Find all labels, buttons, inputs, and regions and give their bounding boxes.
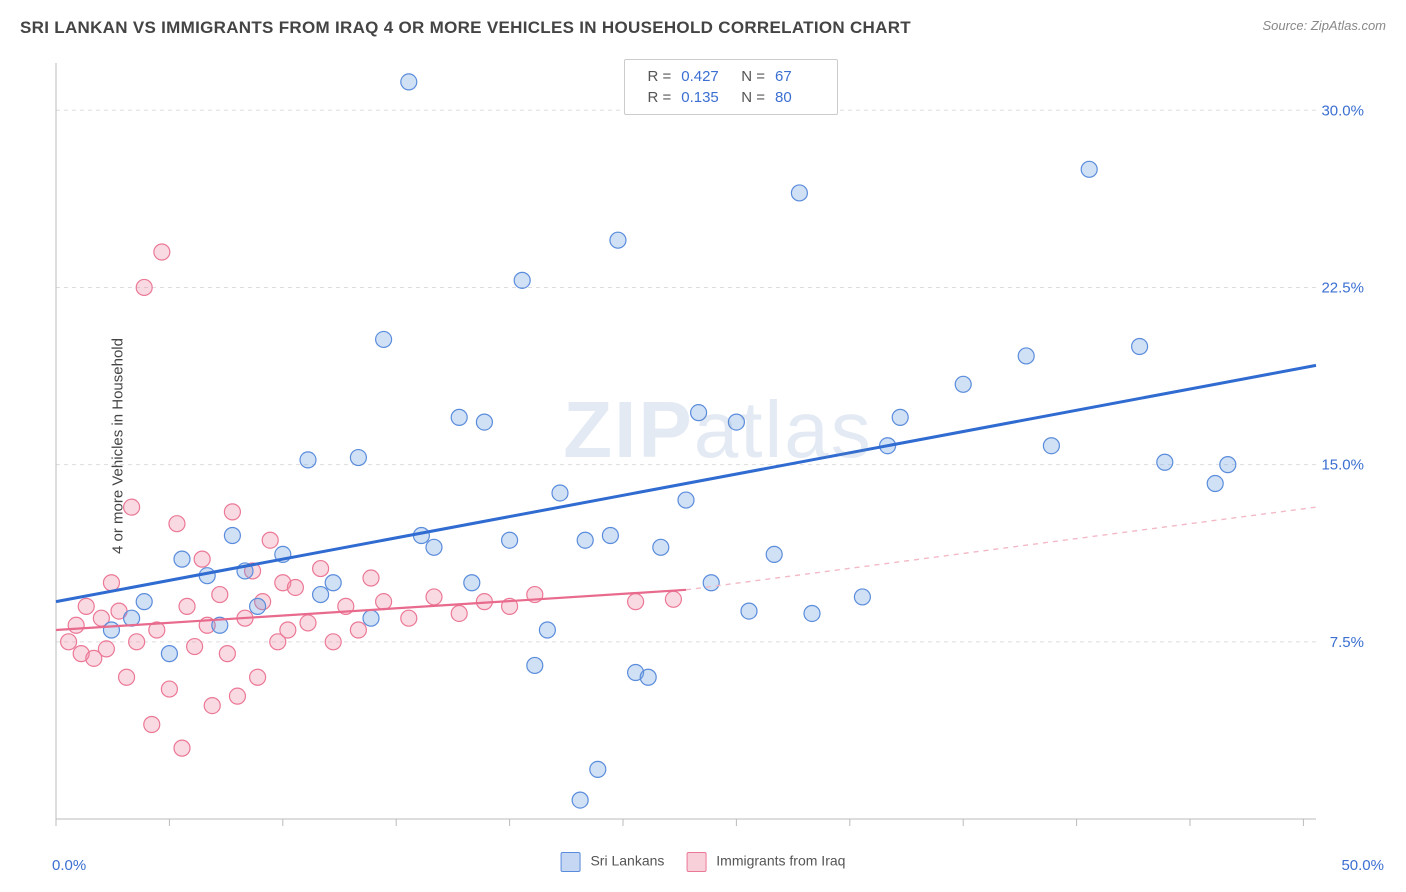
legend-row-blue: R = 0.427 N = 67 [637,66,825,87]
legend-row-pink: R = 0.135 N = 80 [637,87,825,108]
x-axis-min-label: 0.0% [52,857,86,874]
chart-container: SRI LANKAN VS IMMIGRANTS FROM IRAQ 4 OR … [0,0,1406,892]
x-axis-max-label: 50.0% [1341,857,1384,874]
plot-area: 7.5%15.0%22.5%30.0% ZIPatlas R = 0.427 N… [50,55,1386,837]
scatter-svg: 7.5% 15.0% 22.5% 30.0% [50,55,1386,837]
chart-title: SRI LANKAN VS IMMIGRANTS FROM IRAQ 4 OR … [20,18,911,38]
series-legend: Sri Lankans Immigrants from Iraq [561,852,846,872]
svg-text:30.0%: 30.0% [1321,102,1364,119]
svg-text:22.5%: 22.5% [1321,279,1364,296]
correlation-legend: R = 0.427 N = 67 R = 0.135 N = 80 [624,59,838,115]
legend-swatch-blue-icon [561,852,581,872]
svg-text:7.5%: 7.5% [1330,634,1364,651]
legend-swatch-pink-icon [686,852,706,872]
legend-item-pink: Immigrants from Iraq [686,852,845,872]
svg-text:15.0%: 15.0% [1321,457,1364,474]
legend-item-blue: Sri Lankans [561,852,665,872]
chart-source: Source: ZipAtlas.com [1262,18,1386,33]
